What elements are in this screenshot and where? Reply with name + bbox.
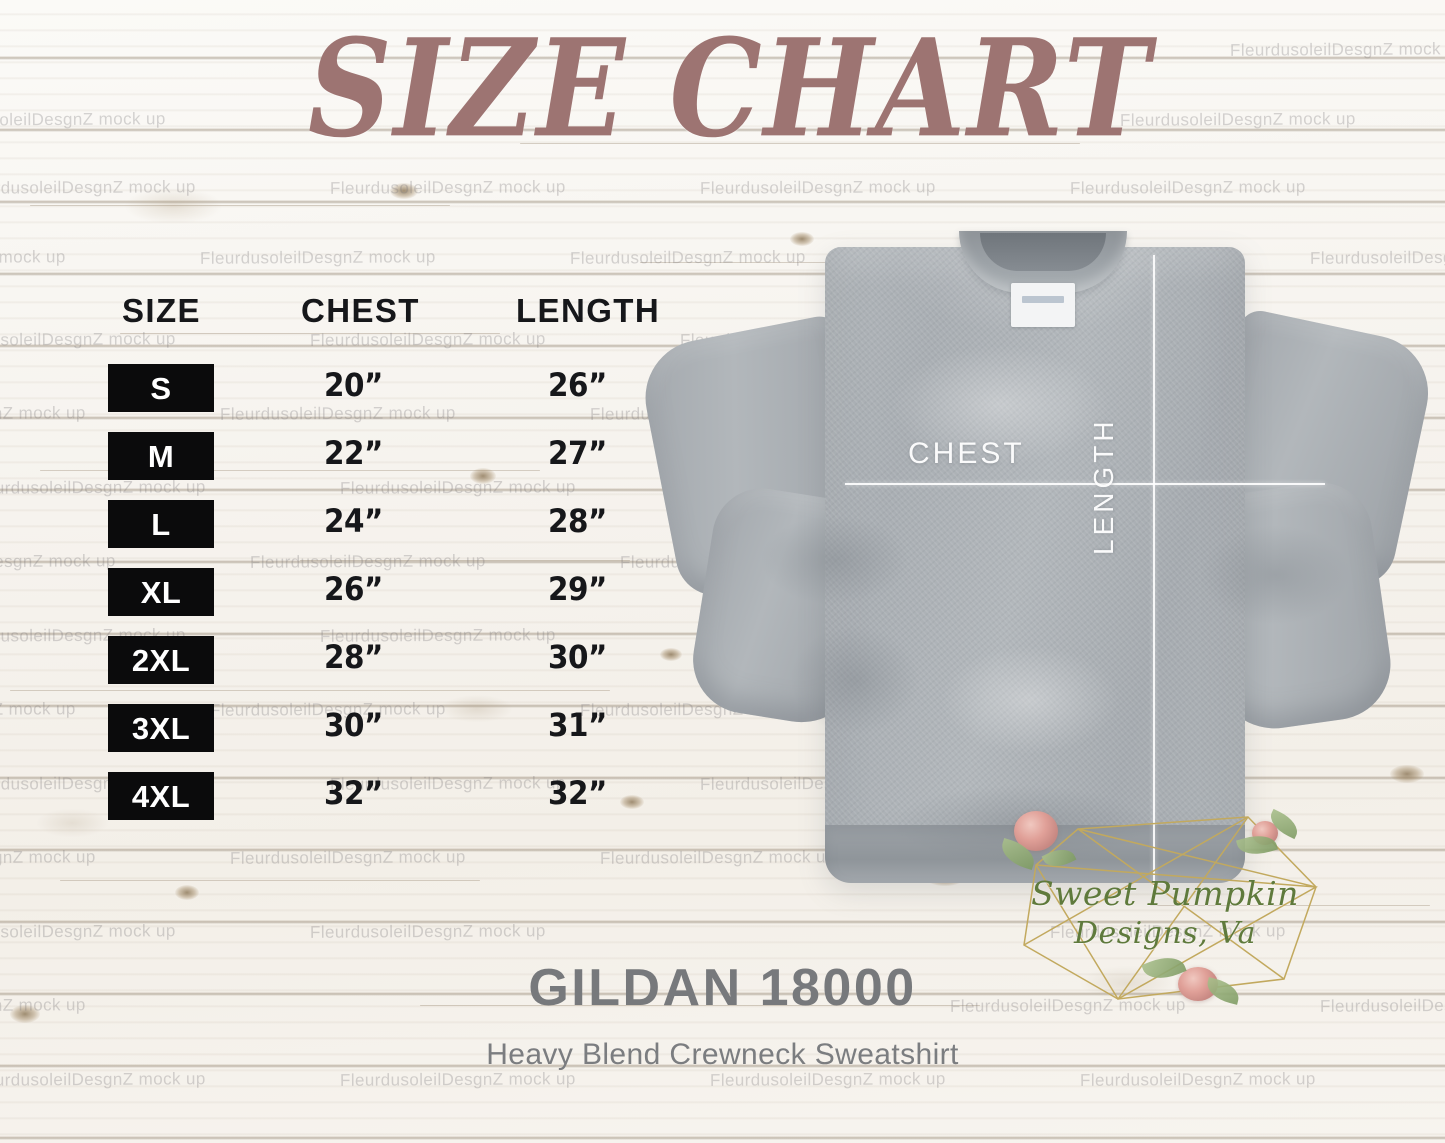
- length-value: 29”: [548, 570, 607, 608]
- table-row: 4XL 32” 32”: [96, 772, 706, 840]
- column-header-chest: CHEST: [301, 292, 420, 329]
- watermark-text: FleurdusoleilDesgnZ mock up: [0, 109, 166, 130]
- watermark-text: FleurdusoleilDesgnZ mock up: [1229, 39, 1445, 60]
- table-header-row: SIZE CHEST LENGTH: [96, 292, 706, 348]
- column-header-size: SIZE: [122, 292, 201, 329]
- size-badge: M: [108, 432, 214, 480]
- watermark-text: FleurdusoleilDesgnZ mock up: [0, 921, 176, 942]
- chest-value: 20”: [324, 366, 383, 404]
- size-badge-label: M: [147, 438, 175, 474]
- size-badge: L: [108, 500, 214, 548]
- chest-value: 28”: [324, 638, 383, 676]
- size-badge-label: 2XL: [131, 642, 191, 678]
- crewneck-collar: [958, 231, 1127, 293]
- table-row: XL 26” 29”: [96, 568, 706, 636]
- size-badge-label: 3XL: [131, 710, 191, 746]
- page-title: SIZE CHART: [307, 10, 1153, 168]
- table-row: 2XL 28” 30”: [96, 636, 706, 704]
- chest-value: 24”: [324, 502, 383, 540]
- length-value: 26”: [548, 366, 607, 404]
- length-overlay-label: LENGTH: [1088, 417, 1119, 555]
- size-table: SIZE CHEST LENGTH S 20” 26” M 22” 27” L …: [96, 292, 706, 820]
- size-badge: XL: [108, 568, 214, 616]
- length-value: 30”: [548, 638, 607, 676]
- watermark-text: FleurdusoleilDesgnZ mock up: [1079, 1069, 1316, 1090]
- watermark-text: FleurdusoleilDesgnZ mock up: [309, 921, 546, 942]
- chest-value: 22”: [324, 434, 383, 472]
- watermark-text: FleurdusoleilDesgnZ mock up: [229, 847, 466, 868]
- neck-tag: [1010, 283, 1075, 327]
- length-value: 28”: [548, 502, 607, 540]
- chest-value: 32”: [324, 774, 383, 812]
- sweatshirt-body: [825, 247, 1245, 882]
- table-row: M 22” 27”: [96, 432, 706, 500]
- watermark-text: FleurdusoleilDesgnZ mock up: [0, 1069, 206, 1090]
- size-badge-label: 4XL: [131, 778, 191, 814]
- size-badge: 3XL: [108, 704, 214, 752]
- product-description: Heavy Blend Crewneck Sweatshirt: [486, 1038, 959, 1071]
- size-badge-label: S: [150, 370, 172, 406]
- size-badge-label: L: [151, 506, 171, 542]
- table-body: S 20” 26” M 22” 27” L 24” 28” XL 26” 29”…: [96, 364, 706, 840]
- brand-logo-line2: Designs, Va: [1073, 916, 1257, 952]
- product-name: GILDAN 18000: [528, 959, 917, 1017]
- chest-value: 30”: [324, 706, 383, 744]
- watermark-text: FleurdusoleilDesgnZ mock up: [0, 699, 76, 720]
- watermark-text: FleurdusoleilDesgnZ mock up: [0, 247, 66, 268]
- watermark-text: FleurdusoleilDesgnZ mock up: [199, 247, 436, 268]
- watermark-text: FleurdusoleilDesgnZ mock up: [339, 1069, 576, 1090]
- table-row: S 20” 26”: [96, 364, 706, 432]
- size-badge-label: XL: [140, 574, 182, 610]
- collar-inner-shadow: [979, 233, 1106, 271]
- size-badge: S: [108, 364, 214, 412]
- chest-overlay-label: CHEST: [908, 437, 1025, 470]
- length-value: 27”: [548, 434, 607, 472]
- length-value: 31”: [548, 706, 607, 744]
- brand-logo-text: Sweet Pumpkin Designs, Va: [1000, 873, 1330, 954]
- watermark-text: FleurdusoleilDesgnZ mock up: [0, 403, 86, 424]
- chest-measure-line: [845, 483, 1325, 485]
- chest-value: 26”: [324, 570, 383, 608]
- brand-logo: Sweet Pumpkin Designs, Va: [997, 795, 1330, 1010]
- column-header-length: LENGTH: [516, 292, 661, 329]
- size-badge: 4XL: [108, 772, 214, 820]
- watermark-text: FleurdusoleilDesgnZ mock up: [709, 1069, 946, 1090]
- table-row: 3XL 30” 31”: [96, 704, 706, 772]
- length-value: 32”: [548, 774, 607, 812]
- brand-logo-line1: Sweet Pumpkin: [1031, 874, 1299, 913]
- heather-texture: [825, 247, 1245, 882]
- watermark-text: FleurdusoleilDesgnZ mock up: [0, 847, 96, 868]
- size-badge: 2XL: [108, 636, 214, 684]
- length-measure-line: [1153, 255, 1155, 900]
- watermark-text: FleurdusoleilDesgnZ mock up: [0, 177, 196, 198]
- table-row: L 24” 28”: [96, 500, 706, 568]
